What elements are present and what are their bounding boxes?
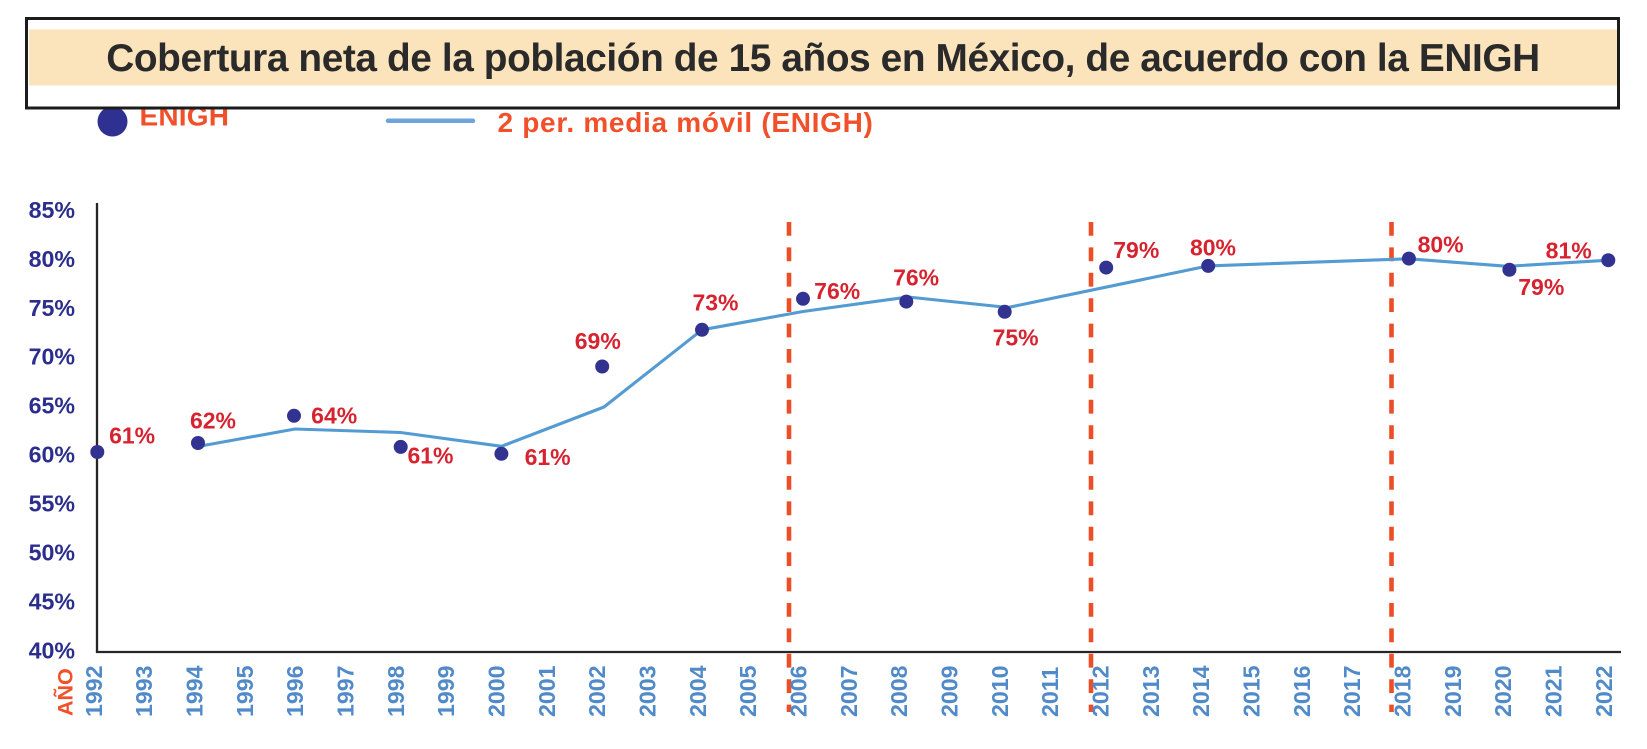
svg-text:80%: 80% — [1418, 232, 1464, 258]
svg-text:70%: 70% — [29, 344, 75, 370]
svg-text:76%: 76% — [893, 264, 939, 290]
svg-text:79%: 79% — [1113, 237, 1159, 263]
svg-text:2017: 2017 — [1339, 665, 1365, 717]
svg-text:61%: 61% — [525, 444, 571, 470]
svg-text:2005: 2005 — [735, 665, 761, 717]
svg-text:2000: 2000 — [484, 665, 510, 717]
svg-text:2022: 2022 — [1591, 665, 1617, 717]
svg-text:1995: 1995 — [232, 665, 258, 717]
svg-text:61%: 61% — [407, 443, 453, 469]
svg-text:65%: 65% — [29, 393, 75, 419]
svg-text:62%: 62% — [190, 408, 236, 434]
svg-text:Cobertura neta de la población: Cobertura neta de la población de 15 año… — [106, 37, 1539, 80]
svg-text:76%: 76% — [814, 278, 860, 304]
svg-text:64%: 64% — [311, 403, 357, 429]
svg-text:2 per. media móvil (ENIGH): 2 per. media móvil (ENIGH) — [498, 107, 874, 138]
svg-text:60%: 60% — [29, 442, 75, 468]
svg-text:1997: 1997 — [333, 665, 359, 717]
svg-text:55%: 55% — [29, 491, 75, 517]
svg-text:2007: 2007 — [836, 665, 862, 717]
svg-text:AÑO: AÑO — [53, 668, 78, 716]
svg-text:50%: 50% — [29, 540, 75, 566]
svg-text:2021: 2021 — [1541, 665, 1567, 717]
svg-text:2008: 2008 — [886, 665, 912, 717]
svg-text:2004: 2004 — [685, 665, 711, 717]
svg-text:61%: 61% — [109, 423, 155, 449]
svg-text:2012: 2012 — [1088, 665, 1114, 717]
svg-text:2003: 2003 — [635, 665, 661, 717]
svg-text:75%: 75% — [29, 295, 75, 321]
svg-text:1993: 1993 — [131, 665, 157, 717]
svg-text:2001: 2001 — [534, 665, 560, 717]
svg-text:1998: 1998 — [383, 665, 409, 717]
svg-text:1994: 1994 — [182, 665, 208, 717]
svg-text:80%: 80% — [29, 246, 75, 272]
svg-text:2018: 2018 — [1390, 665, 1416, 717]
svg-text:45%: 45% — [29, 589, 75, 615]
svg-text:79%: 79% — [1518, 274, 1564, 300]
svg-text:2002: 2002 — [584, 665, 610, 717]
svg-text:2020: 2020 — [1490, 665, 1516, 717]
svg-text:2015: 2015 — [1239, 665, 1265, 717]
svg-text:85%: 85% — [29, 197, 75, 223]
svg-text:81%: 81% — [1546, 237, 1592, 263]
svg-text:69%: 69% — [575, 328, 621, 354]
svg-text:2010: 2010 — [987, 665, 1013, 717]
svg-text:2009: 2009 — [937, 665, 963, 717]
svg-text:2016: 2016 — [1289, 665, 1315, 717]
svg-text:1992: 1992 — [81, 665, 107, 717]
svg-text:80%: 80% — [1190, 234, 1236, 260]
svg-text:40%: 40% — [29, 637, 75, 663]
svg-text:75%: 75% — [993, 324, 1039, 350]
svg-text:2006: 2006 — [786, 665, 812, 717]
svg-text:2014: 2014 — [1188, 665, 1214, 717]
svg-text:2013: 2013 — [1138, 665, 1164, 717]
svg-text:2011: 2011 — [1037, 667, 1063, 717]
svg-text:2019: 2019 — [1440, 665, 1466, 717]
svg-text:1996: 1996 — [282, 665, 308, 717]
svg-text:1999: 1999 — [433, 665, 459, 717]
svg-text:73%: 73% — [692, 290, 738, 316]
